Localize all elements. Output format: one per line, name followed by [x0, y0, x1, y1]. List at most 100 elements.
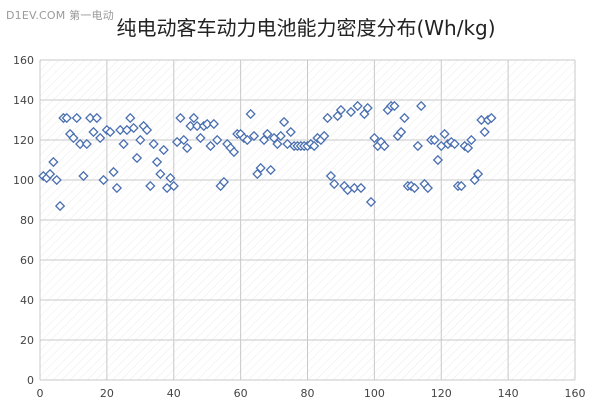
- data-point: [95, 132, 106, 144]
- data-point: [329, 178, 340, 190]
- data-point: [242, 134, 253, 146]
- data-point: [245, 108, 256, 120]
- y-tick-label: 140: [13, 94, 34, 107]
- grid-layer: [39, 59, 576, 381]
- data-point: [228, 146, 240, 158]
- data-point: [75, 138, 86, 150]
- data-point: [255, 162, 266, 174]
- data-point: [202, 118, 213, 130]
- watermark-text: D1EV.COM 第一电动: [6, 9, 114, 22]
- data-point: [399, 112, 410, 124]
- x-tick-label: 60: [234, 387, 248, 400]
- data-point: [141, 124, 153, 136]
- data-point: [145, 180, 156, 192]
- data-point: [469, 174, 480, 186]
- data-point: [168, 180, 179, 192]
- data-point: [105, 126, 116, 138]
- data-point: [115, 124, 126, 136]
- data-point: [258, 134, 270, 146]
- data-point: [439, 128, 450, 140]
- data-point: [68, 132, 79, 144]
- data-point: [369, 132, 380, 144]
- data-point: [396, 126, 407, 138]
- data-point: [319, 130, 330, 142]
- data-point: [185, 120, 196, 132]
- data-point: [98, 174, 109, 186]
- data-point: [158, 144, 169, 156]
- data-point: [148, 138, 159, 150]
- data-point: [155, 168, 166, 180]
- data-point: [486, 112, 497, 124]
- x-tick-label: 40: [167, 387, 181, 400]
- data-point: [128, 122, 139, 134]
- data-point: [278, 116, 290, 128]
- chart-title: 纯电动客车动力电池能力密度分布(Wh/kg): [116, 16, 496, 40]
- data-point: [118, 138, 129, 150]
- data-point: [466, 134, 477, 146]
- data-point: [476, 114, 487, 126]
- data-point: [48, 156, 59, 168]
- data-point: [416, 100, 427, 112]
- data-point: [462, 142, 474, 154]
- data-point: [365, 196, 377, 208]
- data-point: [85, 112, 96, 124]
- data-point: [325, 170, 337, 182]
- y-tick-label: 100: [13, 174, 34, 187]
- data-point: [272, 138, 283, 150]
- x-tick-label: 120: [431, 387, 452, 400]
- y-tick-label: 20: [20, 334, 34, 347]
- y-tick-label: 60: [20, 254, 34, 267]
- data-point: [218, 176, 230, 188]
- y-tick-label: 80: [20, 214, 34, 227]
- data-point: [78, 170, 89, 182]
- data-point: [359, 108, 370, 120]
- data-point: [362, 102, 373, 114]
- data-point: [91, 112, 102, 124]
- data-point: [131, 152, 143, 164]
- data-point: [432, 154, 444, 166]
- y-tick-label: 160: [13, 54, 34, 67]
- data-point: [379, 140, 390, 152]
- data-point: [355, 182, 367, 194]
- data-point: [108, 166, 119, 178]
- data-point: [165, 172, 176, 184]
- data-point: [282, 138, 293, 150]
- data-point: [352, 100, 363, 112]
- data-point: [54, 200, 66, 212]
- data-point: [248, 130, 260, 142]
- data-point: [71, 112, 82, 124]
- x-tick-label: 100: [364, 387, 385, 400]
- data-point: [205, 140, 216, 152]
- axis-layer: 0 20 40 60 80 100 120 140 160 0 20 40 60 80 100 120 140 1…: [13, 54, 586, 400]
- x-tick-label: 140: [498, 387, 519, 400]
- data-point: [178, 134, 189, 146]
- data-point: [275, 130, 286, 142]
- data-point: [332, 110, 343, 122]
- data-point: [422, 182, 433, 194]
- data-point: [472, 168, 484, 180]
- x-tick-label: 160: [565, 387, 586, 400]
- data-point: [135, 134, 146, 146]
- data-point: [449, 138, 460, 150]
- data-point: [81, 138, 92, 150]
- data-point: [389, 100, 400, 112]
- data-point: [88, 126, 99, 138]
- data-point: [192, 120, 203, 132]
- data-point: [345, 106, 357, 118]
- data-point: [125, 112, 136, 124]
- data-point: [51, 174, 62, 186]
- data-point: [262, 128, 273, 140]
- x-tick-label: 20: [100, 387, 114, 400]
- data-point: [151, 156, 163, 168]
- data-point: [212, 134, 223, 146]
- data-point: [182, 142, 193, 154]
- data-point: [252, 168, 263, 180]
- data-point: [412, 140, 423, 152]
- data-point: [208, 118, 219, 130]
- data-point: [175, 112, 186, 124]
- data-point: [409, 182, 420, 194]
- y-tick-label: 40: [20, 294, 34, 307]
- data-point: [111, 182, 123, 194]
- data-point: [265, 164, 276, 176]
